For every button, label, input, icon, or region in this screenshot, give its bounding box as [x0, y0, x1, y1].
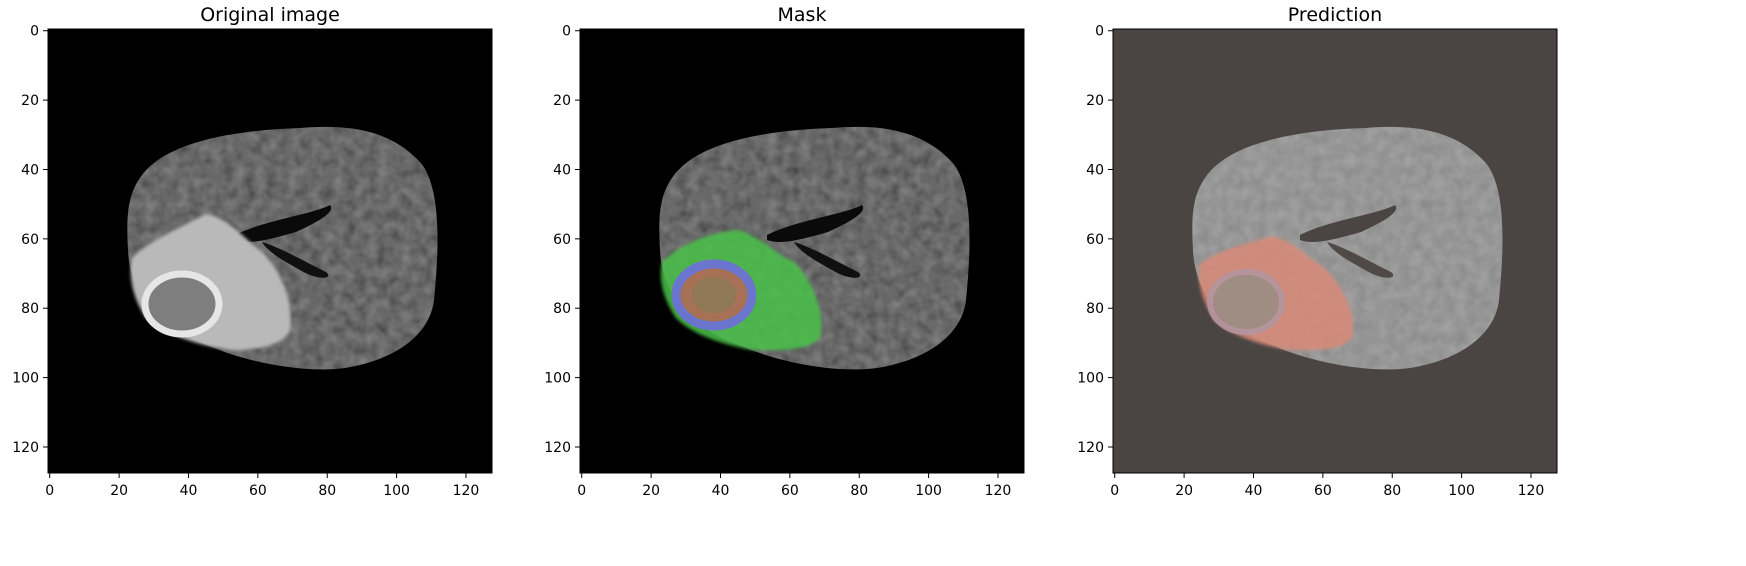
y-tick-label: 40	[553, 162, 571, 178]
y-tick-label: 0	[562, 24, 571, 40]
x-tick-label: 80	[318, 483, 336, 499]
x-axis: 0 20 40 60 80 100 120	[577, 473, 1011, 499]
y-tick-label: 0	[30, 24, 39, 40]
x-tick-label: 0	[1110, 483, 1119, 499]
panel-mask: Mask 0 20 40 60 80 100 120 0 20 40 60 80 100 120	[544, 4, 1025, 499]
y-axis: 0 20 40 60 80 100 120	[1077, 24, 1113, 456]
x-tick-label: 120	[1518, 483, 1545, 499]
y-tick-label: 20	[1086, 93, 1104, 109]
x-axis: 0 20 40 60 80 100 120	[1110, 473, 1544, 499]
y-tick-label: 80	[21, 301, 39, 317]
axes-frame	[1112, 28, 1558, 474]
x-tick-label: 80	[850, 483, 868, 499]
y-tick-label: 100	[544, 371, 571, 387]
brain-scan	[1192, 126, 1503, 370]
ventricle	[262, 242, 329, 278]
x-tick-label: 0	[45, 483, 54, 499]
y-tick-label: 120	[12, 440, 39, 456]
y-tick-label: 40	[21, 162, 39, 178]
core-mask	[692, 277, 736, 313]
y-tick-label: 80	[553, 301, 571, 317]
y-tick-label: 80	[1086, 301, 1104, 317]
ventricle	[767, 205, 864, 243]
ring-enhancement	[141, 270, 223, 338]
x-tick-label: 120	[453, 483, 480, 499]
y-tick-label: 0	[1095, 24, 1104, 40]
x-tick-label: 100	[1448, 483, 1475, 499]
image-area	[1113, 29, 1557, 473]
x-tick-label: 100	[915, 483, 942, 499]
x-tick-label: 40	[1245, 483, 1263, 499]
y-tick-label: 20	[21, 93, 39, 109]
x-tick-label: 20	[110, 483, 128, 499]
y-axis: 0 20 40 60 80 100 120	[12, 24, 48, 456]
x-axis: 0 20 40 60 80 100 120	[45, 473, 479, 499]
y-tick-label: 60	[553, 232, 571, 248]
x-tick-label: 100	[383, 483, 410, 499]
predicted-core	[1207, 269, 1285, 335]
x-tick-label: 20	[1175, 483, 1193, 499]
y-tick-label: 20	[553, 93, 571, 109]
y-tick-label: 120	[544, 440, 571, 456]
brain-scan	[659, 126, 970, 370]
panel-title: Original image	[200, 4, 340, 26]
panel-title: Prediction	[1288, 4, 1382, 26]
y-tick-label: 120	[1077, 440, 1104, 456]
x-tick-label: 60	[781, 483, 799, 499]
panel-title: Mask	[778, 4, 827, 26]
y-tick-label: 60	[21, 232, 39, 248]
image-area	[580, 29, 1024, 473]
axes-frame	[47, 28, 493, 474]
ventricle	[235, 205, 332, 243]
y-axis: 0 20 40 60 80 100 120	[544, 24, 580, 456]
ventricle	[794, 242, 861, 278]
x-tick-label: 60	[1314, 483, 1332, 499]
ventricle	[1327, 242, 1394, 278]
y-tick-label: 100	[12, 371, 39, 387]
axes-frame	[579, 28, 1025, 474]
panel-original: Original image 0 20 40 60 80 100 120 0 20 40 60 80…	[12, 4, 493, 499]
x-tick-label: 80	[1383, 483, 1401, 499]
x-tick-label: 40	[712, 483, 730, 499]
image-area	[48, 29, 492, 473]
y-tick-label: 60	[1086, 232, 1104, 248]
x-tick-label: 120	[985, 483, 1012, 499]
panel-prediction: Prediction 0 20 40 60 80 100 120 0 20 40 60 80 100 1…	[1077, 4, 1558, 499]
x-tick-label: 0	[577, 483, 586, 499]
x-tick-label: 20	[642, 483, 660, 499]
x-tick-label: 60	[249, 483, 267, 499]
brain-scan	[127, 126, 438, 370]
ventricle	[1300, 205, 1397, 243]
x-tick-label: 40	[180, 483, 198, 499]
y-tick-label: 100	[1077, 371, 1104, 387]
y-tick-label: 40	[1086, 162, 1104, 178]
